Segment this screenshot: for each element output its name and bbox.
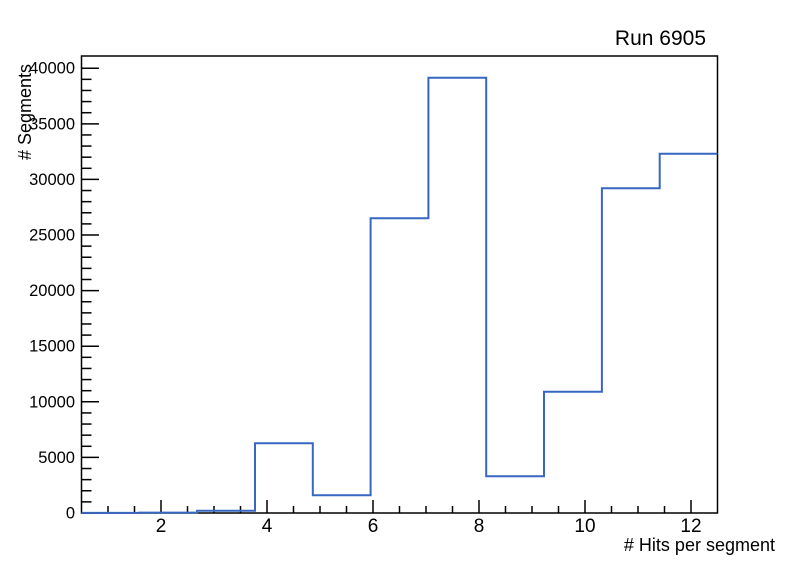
x-tick-label: 2 <box>156 516 167 537</box>
y-tick-label: 20000 <box>29 282 75 300</box>
histogram-line <box>81 76 718 514</box>
y-tick-label: 25000 <box>29 227 75 245</box>
x-tick-label: 8 <box>474 516 485 537</box>
x-tick-label: 6 <box>368 516 379 537</box>
plot-frame <box>80 55 719 514</box>
x-axis-title: # Hits per segment <box>624 535 775 555</box>
x-tick-label: 10 <box>574 516 595 537</box>
y-tick-label: 10000 <box>29 393 75 411</box>
axis-tick-labels: 2 4 6 8 10 12 0 5000 10000 15000 20000 25000 30000 35… <box>29 60 701 537</box>
y-tick-label: 30000 <box>29 171 75 189</box>
y-tick-label: 15000 <box>29 338 75 356</box>
y-tick-label: 0 <box>66 505 75 523</box>
axis-ticks <box>81 67 692 514</box>
y-tick-label: 5000 <box>38 449 75 467</box>
y-axis-title: # Segments <box>15 64 35 160</box>
y-tick-label: 35000 <box>29 115 75 133</box>
chart-title: Run 6905 <box>615 27 706 50</box>
x-tick-label: 4 <box>262 516 273 537</box>
x-tick-label: 12 <box>680 516 701 537</box>
y-tick-label: 40000 <box>29 60 75 78</box>
